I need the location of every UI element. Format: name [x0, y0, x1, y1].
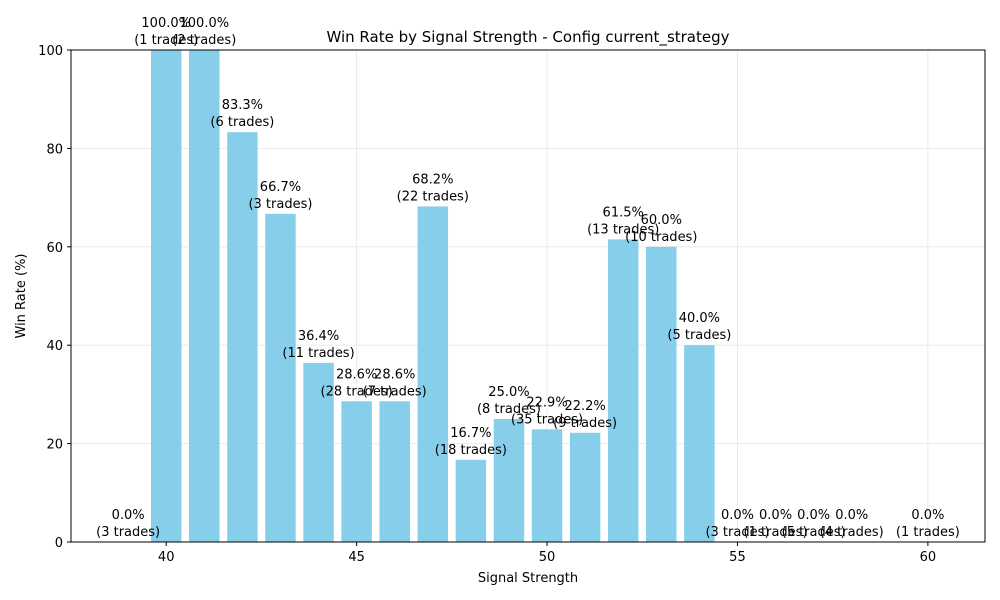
bar-value-label: 60.0% — [641, 213, 682, 228]
bar-value-label: 25.0% — [488, 385, 529, 400]
ticks-layer: 40 45 50 55 60 0 20 40 60 80 100 — [38, 44, 936, 565]
bar — [684, 345, 715, 542]
bar-trades-label: (11 trades) — [282, 346, 354, 361]
bar-value-label: 28.6% — [336, 367, 377, 382]
y-axis-title: Win Rate (%) — [14, 254, 29, 339]
y-tick-label: 80 — [46, 142, 63, 157]
bar — [493, 419, 525, 542]
bar — [150, 50, 182, 542]
bar-value-label: 0.0% — [759, 508, 792, 523]
bar-trades-label: (9 trades) — [553, 416, 617, 431]
bar-trades-label: (5 trades) — [782, 525, 846, 540]
x-tick-label: 40 — [158, 550, 175, 565]
bar-trades-label: (22 trades) — [397, 189, 469, 204]
bar-trades-label: (35 trades) — [511, 412, 583, 427]
bar-trades-label: (28 trades) — [321, 384, 393, 399]
bar-value-label: 100.0% — [180, 16, 230, 31]
bar-trades-label: (4 trades) — [820, 525, 884, 540]
bar — [341, 401, 372, 542]
y-tick-label: 0 — [55, 536, 63, 551]
x-tick-label: 50 — [539, 550, 556, 565]
bar-value-label: 83.3% — [222, 98, 263, 113]
bar-trades-label: (1 trades) — [896, 525, 960, 540]
bar — [189, 50, 220, 542]
bar — [646, 246, 677, 543]
bar — [417, 206, 449, 542]
chart-title: Win Rate by Signal Strength - Config cur… — [326, 28, 729, 47]
bar — [265, 213, 296, 542]
bar-value-label: 0.0% — [797, 508, 830, 523]
bar-trades-label: (18 trades) — [435, 443, 507, 458]
bar — [569, 432, 601, 542]
bar-value-label: 22.2% — [564, 399, 605, 414]
bar-value-label: 0.0% — [911, 508, 944, 523]
bar — [227, 132, 258, 542]
bar-trades-label: (3 trades) — [96, 525, 160, 540]
bar-value-label: 0.0% — [835, 508, 868, 523]
bar-trades-label: (3 trades) — [705, 525, 769, 540]
bar — [607, 239, 639, 543]
y-tick-label: 60 — [46, 241, 63, 256]
bar-trades-label: (2 trades) — [172, 33, 236, 48]
bar-value-label: 68.2% — [412, 172, 453, 187]
bar-value-label: 36.4% — [298, 329, 339, 344]
bar-trades-label: (1 trades) — [744, 525, 808, 540]
bar-trades-label: (10 trades) — [625, 230, 697, 245]
bar-value-label: 22.9% — [526, 395, 567, 410]
bar-value-label: 61.5% — [603, 205, 644, 220]
x-tick-label: 55 — [729, 550, 746, 565]
bar — [531, 429, 563, 542]
bar-value-label: 100.0% — [141, 16, 191, 31]
y-tick-label: 20 — [46, 438, 63, 453]
x-axis-title: Signal Strength — [478, 571, 578, 586]
plot-frame — [70, 49, 986, 543]
bar-trades-label: (8 trades) — [477, 402, 541, 417]
bar-value-label: 16.7% — [450, 426, 491, 441]
bars-layer — [150, 50, 715, 543]
bar-value-label: 66.7% — [260, 180, 301, 195]
bar-trades-label: (3 trades) — [248, 197, 312, 212]
bar-trades-label: (5 trades) — [667, 328, 731, 343]
bar-trades-label: (1 trades) — [134, 33, 198, 48]
bar-trades-label: (6 trades) — [210, 115, 274, 130]
y-tick-label: 40 — [46, 339, 63, 354]
bar — [379, 401, 410, 542]
bar-value-label: 0.0% — [721, 508, 754, 523]
bar-value-label: 28.6% — [374, 367, 415, 382]
bar-value-label: 0.0% — [112, 508, 145, 523]
x-tick-label: 45 — [348, 550, 365, 565]
bar-trades-label: (7 trades) — [363, 384, 427, 399]
data-labels-layer: 0.0% (3 trades) 100.0% (1 trades) 100.0% (2 t… — [96, 16, 960, 540]
y-tick-label: 100 — [38, 44, 63, 59]
bar — [303, 362, 334, 542]
x-tick-label: 60 — [920, 550, 937, 565]
bar-value-label: 40.0% — [679, 311, 720, 326]
bar — [455, 459, 487, 542]
bar-trades-label: (13 trades) — [587, 222, 659, 237]
